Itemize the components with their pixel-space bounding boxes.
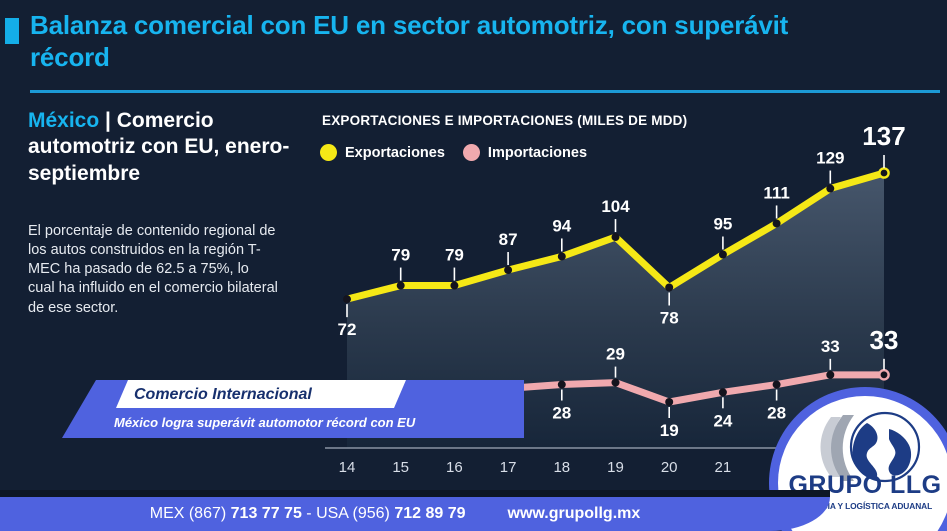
x-tick-label: 20	[661, 459, 678, 476]
x-tick-label: 21	[715, 459, 732, 476]
accent-square-icon	[5, 18, 19, 44]
news-banner: Comercio Internacional México logra supe…	[62, 380, 524, 438]
data-point	[611, 233, 620, 242]
data-label: 28	[767, 404, 786, 423]
legend-label: Exportaciones	[345, 144, 445, 161]
x-tick-label: 16	[446, 459, 463, 476]
data-point	[772, 380, 781, 389]
footer-strip	[0, 490, 830, 497]
body-paragraph: El porcentaje de contenido regional de l…	[28, 223, 278, 316]
banner-title: Comercio Internacional	[134, 386, 312, 403]
chart-kicker: EXPORTACIONES E IMPORTACIONES (MILES DE …	[322, 113, 688, 128]
data-point	[611, 378, 620, 387]
data-label: 29	[606, 345, 625, 364]
data-point	[557, 380, 566, 389]
legend-item-importaciones: Importaciones	[462, 144, 588, 161]
data-label: 111	[763, 183, 790, 202]
data-point	[878, 167, 890, 179]
banner-title-plate	[116, 380, 406, 408]
data-label: 79	[391, 246, 410, 265]
data-point	[343, 295, 351, 304]
data-label: 72	[338, 320, 357, 339]
chart-subtitle: México | Comercio automotriz con EU, ene…	[28, 108, 308, 187]
page-title: Balanza comercial con EU en sector autom…	[30, 10, 789, 72]
x-tick-label: 18	[553, 459, 570, 476]
chart-plot-area: 28 29 19 24 28 33 33 72 79 79 87 94 104 78 95 111 129 137…	[325, 121, 947, 476]
data-point	[878, 369, 890, 381]
data-point	[772, 219, 781, 228]
legend-item-exportaciones: Exportaciones	[320, 144, 445, 161]
data-point	[665, 398, 674, 406]
footer-phones: MEX (867) 713 77 75 - USA (956) 712 89 7…	[150, 505, 466, 523]
data-point	[557, 252, 566, 261]
subtitle-rest: Comercio automotriz con EU, enero-septie…	[28, 109, 290, 185]
footer-usa-number: 712 89 79	[394, 505, 466, 522]
subtitle-highlight: México	[28, 109, 100, 132]
data-label: 87	[499, 230, 518, 249]
data-label: 79	[445, 246, 464, 265]
data-label: 33	[870, 325, 899, 355]
data-label: 137	[862, 121, 905, 151]
x-tick-label: 14	[339, 459, 356, 476]
data-point	[504, 266, 513, 275]
banner-subtitle: México logra superávit automotor récord …	[114, 414, 416, 430]
data-label: 129	[816, 149, 844, 168]
footer-mex-number: 713 77 75	[230, 505, 302, 522]
data-point	[826, 370, 835, 379]
footer-separator: -	[301, 505, 317, 522]
data-point	[826, 184, 835, 193]
data-label: 19	[660, 421, 679, 440]
x-tick-label: 15	[392, 459, 409, 476]
data-label: 95	[713, 215, 732, 234]
data-label: 24	[713, 411, 732, 430]
footer-usa-prefix: USA (956)	[316, 505, 395, 522]
data-label: 94	[552, 216, 571, 235]
x-tick-label: 17	[500, 459, 517, 476]
footer-bar	[0, 497, 830, 531]
chart-legend: Exportaciones Importaciones	[320, 144, 587, 161]
subtitle-separator: |	[99, 109, 117, 132]
data-label: 78	[660, 309, 679, 328]
data-label: 28	[552, 404, 571, 423]
header-divider	[30, 90, 940, 93]
data-label: 33	[821, 337, 840, 356]
footer-contact: MEX (867) 713 77 75 - USA (956) 712 89 7…	[0, 497, 790, 531]
data-label: 104	[601, 197, 630, 216]
legend-dot-icon	[320, 144, 337, 161]
data-point	[396, 281, 405, 290]
footer-mex-prefix: MEX (867)	[149, 505, 231, 522]
data-point	[718, 250, 727, 259]
legend-dot-icon	[462, 144, 480, 161]
data-point	[718, 388, 727, 397]
logo-tagline: AGENCIA Y LOGÍSTICA ADUANAL	[797, 501, 933, 511]
legend-label: Importaciones	[487, 144, 588, 161]
globe-icon	[820, 411, 921, 483]
data-point	[665, 283, 674, 292]
footer-website[interactable]: www.grupollg.mx	[507, 505, 641, 522]
data-point	[450, 281, 459, 290]
x-tick-label: 19	[607, 459, 624, 476]
